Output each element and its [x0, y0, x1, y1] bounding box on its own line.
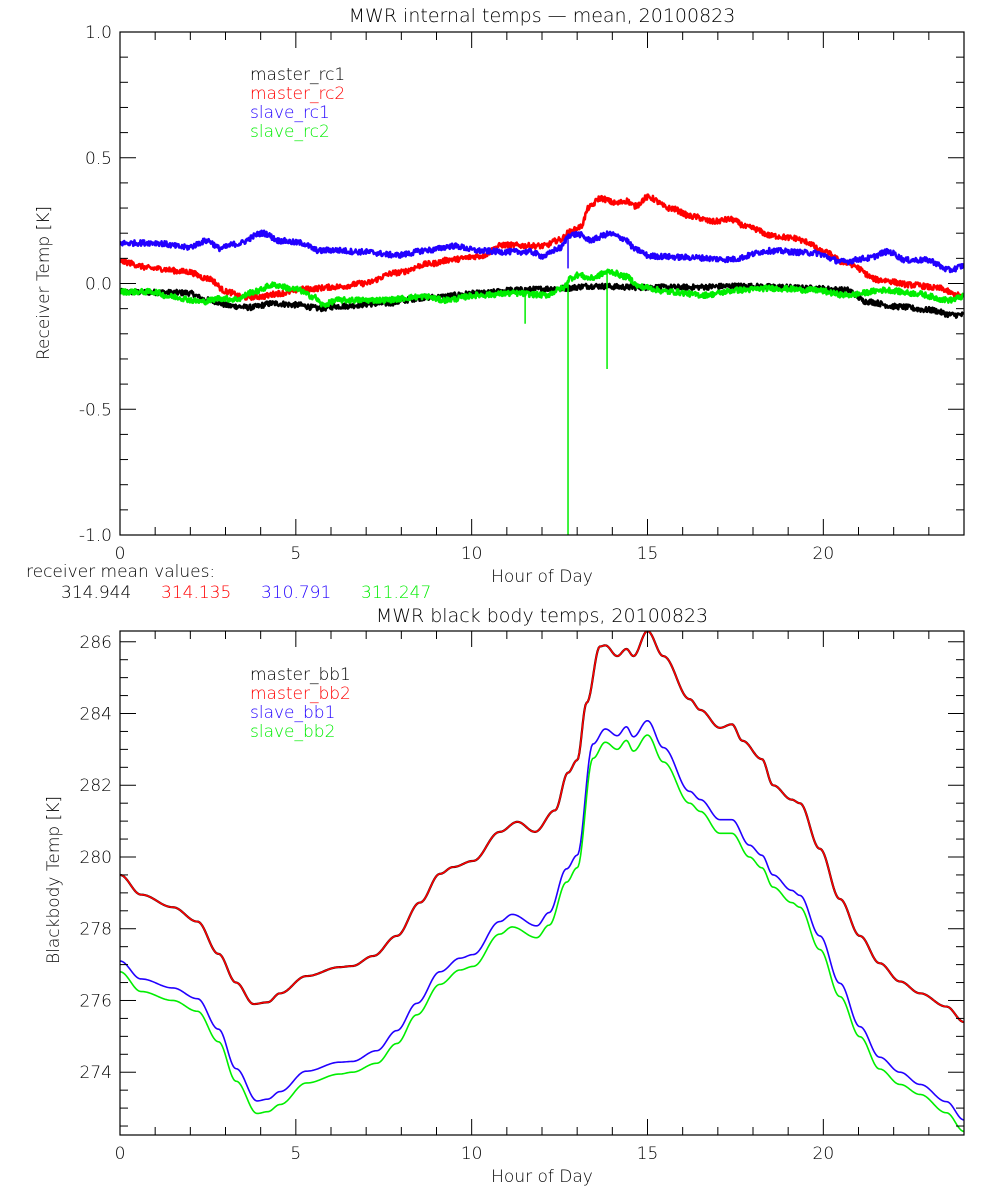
y-tick-label: 276 — [80, 991, 112, 1011]
y-tick-label: 0.5 — [85, 149, 112, 169]
y-tick-label: 0.0 — [85, 275, 112, 295]
top-legend-entry-3: slave_rc1 — [250, 103, 330, 123]
plot-area-1 — [120, 631, 964, 1133]
bottom-legend-entry-1: master_bb1 — [250, 665, 351, 685]
x-tick-label: 10 — [461, 544, 483, 564]
y-tick-label: -0.5 — [79, 400, 112, 420]
x-tick-label: 5 — [290, 544, 301, 564]
x-tick-label: 20 — [813, 544, 835, 564]
top-legend-entry-1: master_rc1 — [250, 65, 345, 85]
series-line-master-rc2 — [120, 193, 964, 301]
bottom-legend-entry-2: master_bb2 — [250, 684, 351, 704]
receiver-mean-value-4: 311.247 — [361, 583, 431, 603]
top-plot: 0 5 10 15 20 -1.0 -0.5 0.0 0.5 1.0 — [79, 23, 965, 564]
x-tick-label: 10 — [461, 1144, 483, 1164]
top-legend-entry-4: slave_rc2 — [250, 122, 330, 142]
series-line-slave-rc1 — [120, 229, 964, 274]
y-tick-label: -1.0 — [79, 526, 112, 546]
bottom-chart-ylabel: Blackbody Temp [K] — [44, 796, 64, 964]
y-tick-label: 280 — [80, 848, 112, 868]
plot-area-0 — [120, 193, 964, 535]
y-tick-label: 278 — [80, 920, 112, 940]
bottom-chart-title: MWR black body temps, 20100823 — [376, 605, 708, 627]
y-tick-label: 282 — [80, 776, 112, 796]
receiver-mean-value-2: 314.135 — [161, 583, 231, 603]
receiver-mean-label: receiver mean values: — [26, 562, 215, 582]
series-line-slave-rc2 — [120, 268, 964, 308]
x-tick-label: 0 — [115, 544, 126, 564]
top-chart-xlabel: Hour of Day — [491, 567, 593, 587]
x-tick-label: 5 — [290, 1144, 301, 1164]
y-tick-label: 1.0 — [85, 23, 112, 43]
y-tick-label: 284 — [80, 705, 112, 725]
top-legend-entry-2: master_rc2 — [250, 84, 345, 104]
top-chart-ylabel: Receiver Temp [K] — [34, 206, 54, 360]
top-chart-title: MWR internal temps — mean, 20100823 — [349, 5, 736, 27]
receiver-mean-value-1: 314.944 — [61, 583, 131, 603]
series-line-slave-bb2 — [120, 734, 964, 1133]
y-tick-label: 286 — [80, 633, 112, 653]
x-tick-label: 0 — [115, 1144, 126, 1164]
bottom-plot: 0 5 10 15 20 274 276 278 280 282 284 286 — [80, 630, 965, 1164]
series-line-master-bb2 — [120, 631, 964, 1023]
x-tick-label: 20 — [813, 1144, 835, 1164]
series-line-slave-bb1 — [120, 719, 964, 1121]
receiver-mean-value-3: 310.791 — [261, 583, 331, 603]
x-tick-label: 15 — [637, 1144, 659, 1164]
y-tick-label: 274 — [80, 1063, 112, 1083]
bottom-chart-xlabel: Hour of Day — [491, 1167, 593, 1187]
x-tick-label: 15 — [637, 544, 659, 564]
bottom-legend-entry-3: slave_bb1 — [250, 703, 335, 723]
bottom-legend-entry-4: slave_bb2 — [250, 722, 335, 742]
